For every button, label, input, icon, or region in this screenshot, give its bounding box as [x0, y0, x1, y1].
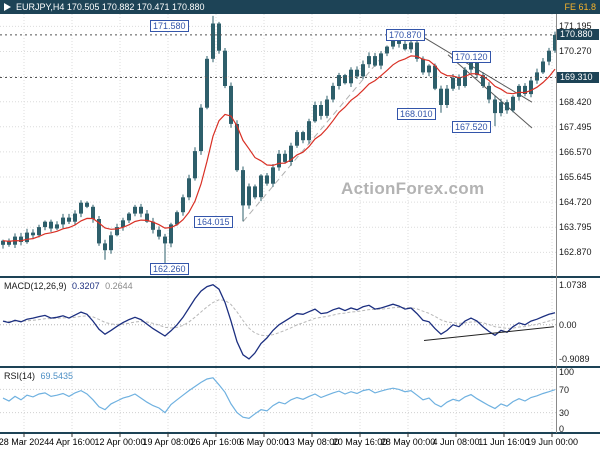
level-price-box: 169.310 — [557, 72, 599, 83]
price-tag-low[interactable]: 167.520 — [452, 121, 491, 133]
macd-trendline — [423, 326, 555, 341]
macd-axis-min: -0.9089 — [559, 354, 590, 364]
y-axis-label: 165.645 — [559, 172, 592, 182]
y-axis-label: 167.495 — [559, 122, 592, 132]
y-axis-label: 168.420 — [559, 97, 592, 107]
price-chart-canvas[interactable] — [0, 14, 600, 450]
ma-line — [2, 55, 556, 243]
rsi-line — [2, 377, 556, 420]
symbol-ohlc-title: EURJPY,H4 170.505 170.882 170.471 170.88… — [16, 2, 205, 12]
price-tag-lower-high[interactable]: 170.120 — [452, 51, 491, 63]
rsi-axis-100: 100 — [559, 367, 575, 377]
rsi-name: RSI(14) — [4, 371, 36, 381]
time-axis-label: 28 May 00:00 — [380, 437, 436, 447]
y-axis-label: 171.195 — [559, 21, 592, 31]
time-axis-label: 4 Apr 16:00 — [48, 437, 96, 447]
time-axis-label: 11 Jun 16:00 — [478, 437, 530, 447]
y-axis-label: 164.720 — [559, 197, 592, 207]
time-axis-label: 13 May 08:00 — [284, 437, 340, 447]
macd-name: MACD(12,26,9) — [4, 281, 67, 291]
rsi-axis-30: 30 — [559, 408, 570, 418]
panel-frames — [0, 14, 600, 437]
time-axis-label: 6 May 00:00 — [239, 437, 289, 447]
rsi-axis-70: 70 — [559, 385, 570, 395]
macd-line — [2, 283, 556, 360]
candlesticks — [1, 15, 556, 269]
time-axis-label: 26 Apr 16:00 — [190, 437, 242, 447]
macd-axis-zero: 0.00 — [559, 320, 577, 330]
time-axis-label: 12 Apr 00:00 — [94, 437, 146, 447]
price-tag-support[interactable]: 168.010 — [397, 108, 436, 120]
chart-header: EURJPY,H4 170.505 170.882 170.471 170.88… — [0, 0, 600, 14]
symbol-marker-icon — [4, 3, 11, 11]
macd-signal-line — [2, 299, 556, 337]
macd-signal-value: 0.2644 — [105, 281, 133, 291]
rsi-axis-0: 0 — [559, 424, 565, 434]
actionforex-watermark: ActionForex.com — [341, 179, 485, 198]
rsi-indicator-label: RSI(14) 69.5435 — [4, 371, 73, 381]
rsi-value: 69.5435 — [40, 371, 74, 381]
price-tag-flash-low[interactable]: 162.260 — [150, 263, 189, 275]
price-tag-peak[interactable]: 170.870 — [386, 29, 425, 41]
y-axis-label: 162.870 — [559, 247, 592, 257]
time-axis-label: 19 Jun 00:00 — [525, 437, 579, 447]
macd-main-value: 0.3207 — [72, 281, 100, 291]
y-axis-label: 163.795 — [559, 222, 592, 232]
time-axis-label: 28 Mar 2024 — [0, 437, 50, 447]
price-tag-crash-low[interactable]: 164.015 — [194, 216, 233, 228]
time-axis-label: 4 Jun 08:00 — [432, 437, 480, 447]
y-axis-label: 170.270 — [559, 46, 592, 56]
current-price-box: 170.880 — [557, 29, 599, 40]
y-axis-label: 166.570 — [559, 147, 592, 157]
macd-indicator-label: MACD(12,26,9) 0.3207 0.2644 — [4, 281, 133, 291]
fibonacci-expansion-label: FE 61.8 — [564, 2, 596, 12]
time-axis-label: 19 Apr 08:00 — [142, 437, 194, 447]
price-tag-high[interactable]: 171.580 — [150, 20, 189, 32]
macd-axis-max: 1.0738 — [559, 280, 587, 290]
time-axis-label: 20 May 16:00 — [332, 437, 388, 447]
